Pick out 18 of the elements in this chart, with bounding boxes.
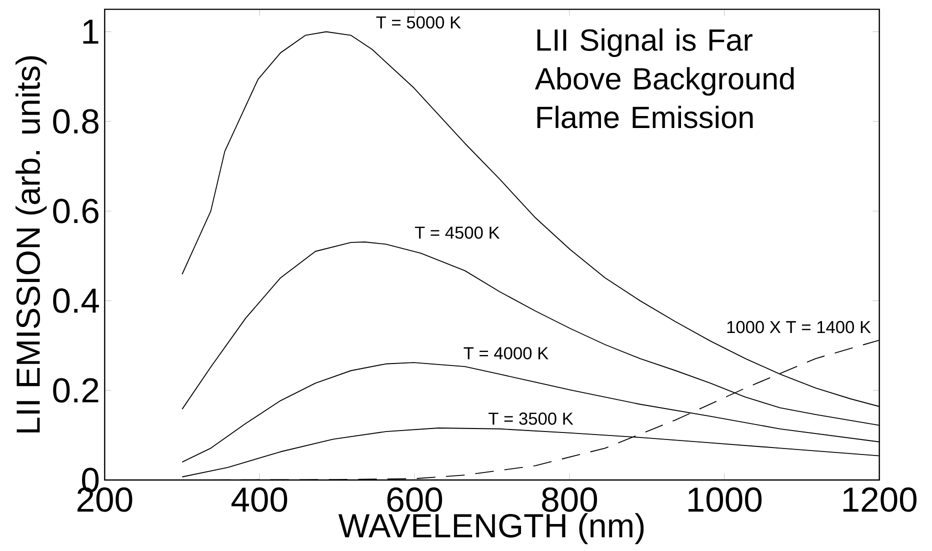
series-label: T = 3500 K [488, 412, 574, 425]
y-tick-label: 0.2 [53, 378, 98, 403]
x-tick-label: 1200 [843, 487, 917, 512]
y-tick-label: 1 [83, 20, 98, 44]
x-tick-label: 400 [231, 487, 288, 512]
y-tick-label: 0.4 [53, 288, 99, 313]
x-tick-label: 600 [387, 487, 442, 512]
series-label: T = 4500 K [414, 226, 500, 239]
y-axis-title: LII EMISSION (arb. units) [16, 56, 47, 432]
x-tick-label: 800 [542, 487, 598, 512]
series-label: T = 5000 K [376, 16, 461, 29]
y-tick-label: 0.8 [53, 109, 98, 134]
series-label: T = 4000 K [464, 347, 548, 360]
annotation: LII Signal is Far Above Background Flame Emission [534, 28, 794, 128]
x-tick-label: 1000 [688, 487, 762, 512]
y-tick-label: 0.6 [53, 198, 98, 224]
x-axis-title: WAVELENGTH (nm) [338, 513, 644, 544]
series-label: 1000 X T = 1400 K [727, 320, 871, 334]
